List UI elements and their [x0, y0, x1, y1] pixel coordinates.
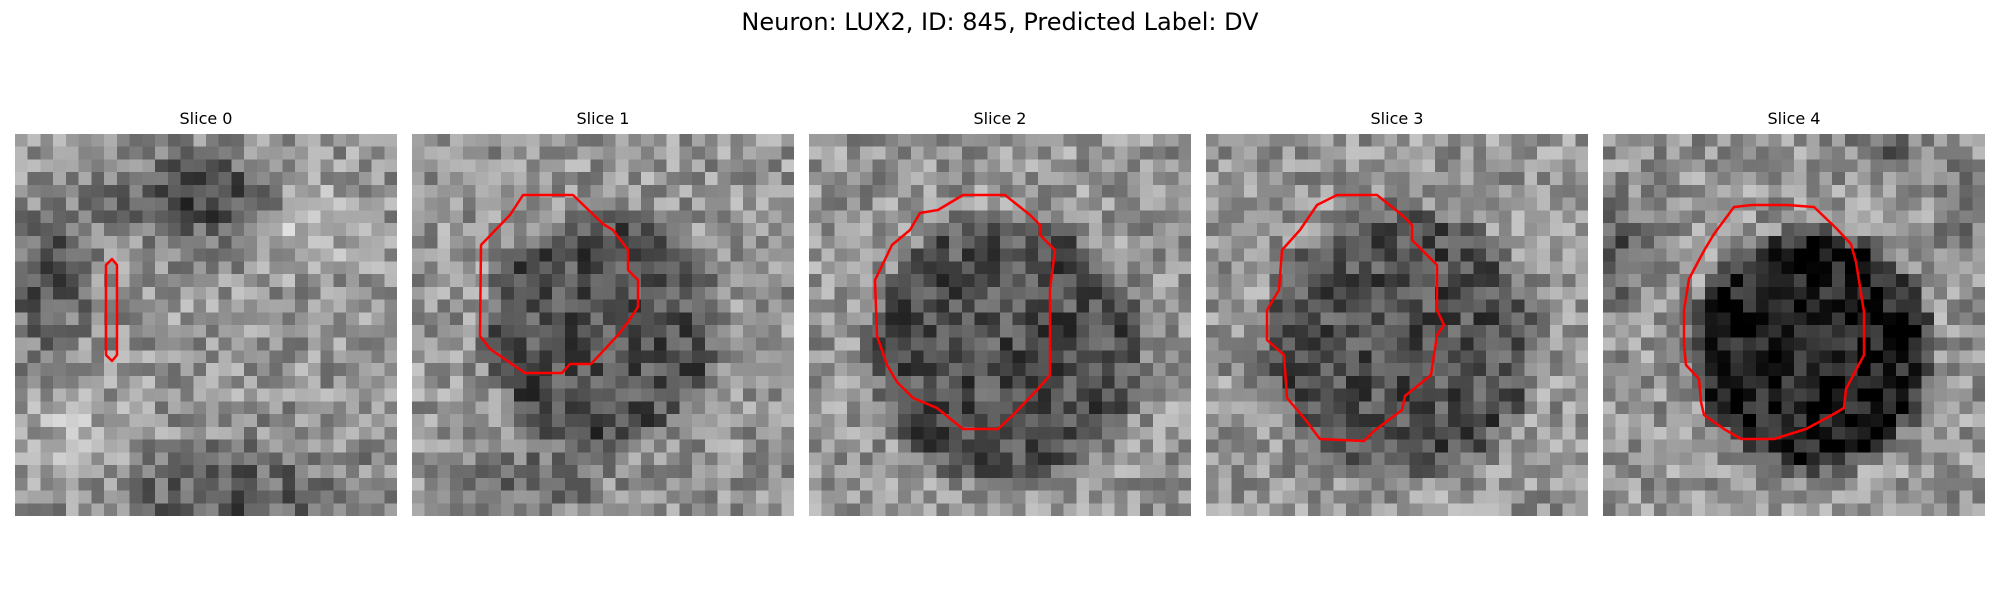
slice-4-grayscale-image	[1603, 134, 1985, 516]
slice-4-image	[1603, 134, 1985, 516]
slice-2-contour-path	[873, 193, 1057, 431]
slice-3-image	[1206, 134, 1588, 516]
slice-4-contour	[1682, 203, 1866, 441]
slice-0-title: Slice 0	[179, 109, 233, 128]
slice-3-title: Slice 3	[1370, 109, 1424, 128]
slice-0-grayscale-image	[15, 134, 397, 516]
slice-1-contour	[478, 193, 640, 375]
slice-0-contour-path	[104, 257, 119, 363]
slice-0-contour	[104, 257, 119, 363]
slice-1-title: Slice 1	[576, 109, 630, 128]
figure-title: Neuron: LUX2, ID: 845, Predicted Label: …	[741, 8, 1259, 36]
slice-2-contour	[873, 193, 1057, 431]
slice-2-image	[809, 134, 1191, 516]
slice-3-contour	[1265, 193, 1446, 443]
slice-4-contour-path	[1682, 203, 1866, 441]
slice-1-contour-path	[478, 193, 640, 375]
slice-2-title: Slice 2	[973, 109, 1027, 128]
slice-1-grayscale-image	[412, 134, 794, 516]
slice-2-grayscale-image	[809, 134, 1191, 516]
slice-4-title: Slice 4	[1767, 109, 1821, 128]
slice-0-image	[15, 134, 397, 516]
slice-3-contour-path	[1265, 193, 1446, 443]
slice-3-grayscale-image	[1206, 134, 1588, 516]
slice-1-image	[412, 134, 794, 516]
